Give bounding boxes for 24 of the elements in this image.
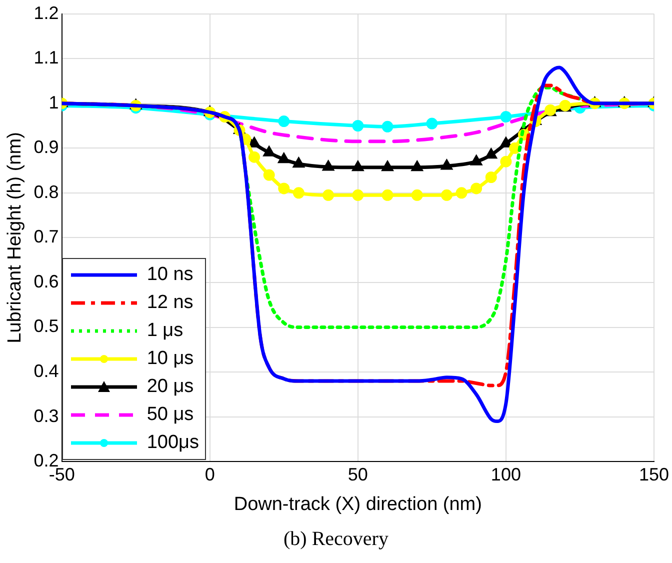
legend-label: 10 μs — [146, 346, 194, 371]
y-tick-label: 1 — [48, 92, 59, 112]
y-tick-label: 0.4 — [34, 361, 59, 382]
x-tick-label: 150 — [638, 464, 670, 484]
y-tick-label: 0.7 — [34, 226, 59, 247]
y-tick-label: 1.2 — [34, 2, 59, 23]
y-tick-label: 0.8 — [34, 182, 59, 202]
legend-label: 12 ns — [146, 290, 194, 315]
y-tick-label: 0.9 — [34, 137, 59, 158]
x-tick-label: 100 — [490, 464, 521, 484]
y-tick-label: 0.6 — [34, 271, 59, 292]
legend-label: 10 ns — [146, 262, 194, 287]
legend-label: 1 μs — [146, 318, 184, 343]
x-tick-label: 50 — [348, 464, 368, 484]
x-axis-title: Down-track (X) direction (nm) — [234, 494, 482, 515]
text: (b) Recovery — [282, 528, 390, 551]
y-axis-title: Lubricant Height (h) (nm) — [4, 132, 26, 344]
y-tick-label: 0.3 — [34, 406, 59, 426]
legend-label: 20 μs — [146, 374, 194, 399]
y-tick-label: 1.1 — [34, 48, 59, 68]
legend-label: 100μs — [146, 430, 199, 455]
legend-label: 50 μs — [146, 402, 194, 427]
x-tick-label: 0 — [204, 464, 215, 484]
y-tick-label: 0.5 — [34, 316, 59, 336]
